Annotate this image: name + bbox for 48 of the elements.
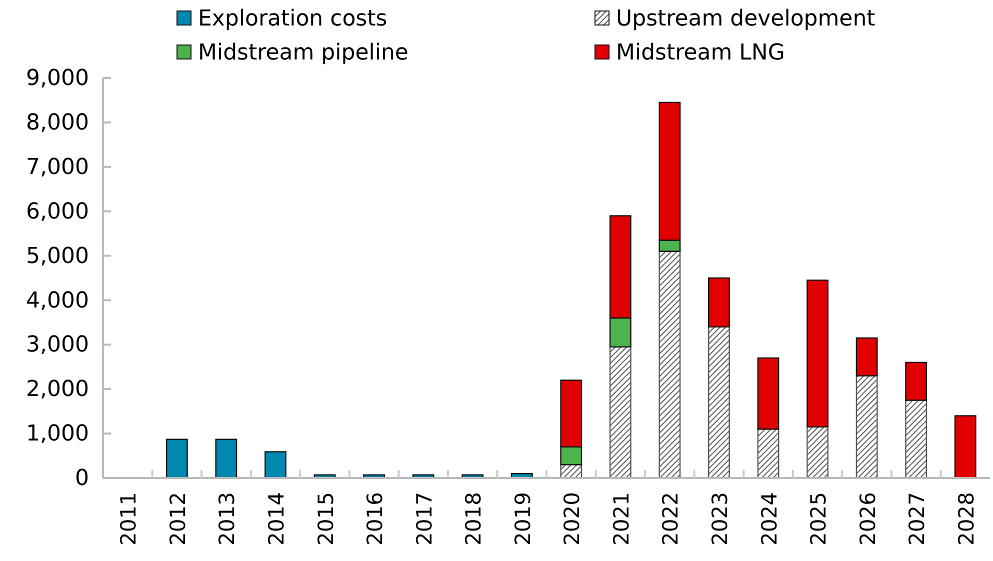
x-tick-label: 2022 <box>658 492 683 546</box>
bar <box>757 428 780 479</box>
x-tick-label: 2013 <box>215 492 240 546</box>
x-tick-label: 2015 <box>314 492 338 546</box>
x-tick-label: 2017 <box>412 492 436 546</box>
y-tick-label: 8,000 <box>26 110 89 136</box>
bar <box>166 438 188 479</box>
y-tick-label: 4,000 <box>26 288 89 314</box>
bar <box>609 346 632 479</box>
bar <box>215 438 238 479</box>
bar <box>264 451 286 479</box>
bar <box>757 357 780 430</box>
x-tick-label: 2023 <box>708 492 732 546</box>
bar <box>905 362 928 401</box>
x-tick-label: 2011 <box>116 492 141 546</box>
y-tick-label: 3,000 <box>26 332 89 358</box>
x-tick-label: 2016 <box>363 492 388 546</box>
bar <box>954 415 976 479</box>
x-tick-label: 2027 <box>905 492 930 546</box>
x-tick-label: 2028 <box>954 492 978 546</box>
bar <box>905 400 928 479</box>
x-tick-label: 2012 <box>166 492 190 546</box>
bar <box>856 337 878 376</box>
y-tick-label: 6,000 <box>26 199 89 224</box>
bar <box>708 326 730 479</box>
bar <box>806 280 828 428</box>
x-tick-label: 2019 <box>510 492 535 546</box>
legend-label: Midstream pipeline <box>198 40 408 66</box>
x-tick-label: 2020 <box>560 492 584 546</box>
y-tick-label: 2,000 <box>26 377 89 402</box>
y-tick-label: 5,000 <box>26 244 89 269</box>
y-tick-label: 9,000 <box>26 66 89 92</box>
legend-label: Midstream LNG <box>616 40 785 66</box>
legend-label: Exploration costs <box>198 6 388 32</box>
x-tick-label: 2018 <box>462 492 486 546</box>
bar <box>658 250 681 479</box>
x-tick-label: 2026 <box>856 492 880 546</box>
x-tick-label: 2021 <box>609 492 634 546</box>
x-tick-label: 2025 <box>806 492 831 546</box>
y-tick-label: 1,000 <box>26 422 89 447</box>
bar <box>806 426 828 479</box>
x-tick-label: 2014 <box>264 492 288 546</box>
legend-label: Upstream development <box>616 6 876 32</box>
y-tick-label: 7,000 <box>26 154 89 180</box>
bar <box>856 375 878 479</box>
x-tick-label: 2024 <box>757 492 782 546</box>
bar <box>708 277 730 328</box>
y-tick-label: 0 <box>75 466 89 492</box>
